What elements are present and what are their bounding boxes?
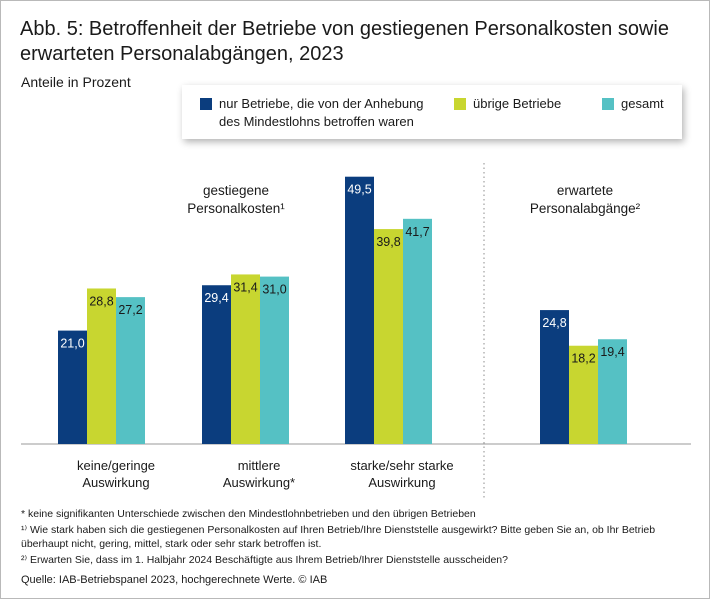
footnote-2: ²⁾ Erwarten Sie, dass im 1. Halbjahr 202… — [21, 554, 508, 566]
bar-s0-c1 — [202, 285, 231, 444]
category-label-0: keine/geringe Auswirkung — [77, 458, 155, 490]
bar-s2-c0 — [116, 297, 145, 444]
category-label-2: starke/sehr starke Auswirkung — [350, 458, 453, 490]
category-label-1: mittlere Auswirkung* — [223, 458, 295, 490]
bar-s2-c1 — [260, 276, 289, 444]
bar-value-label-s2-c0: 27,2 — [118, 303, 142, 317]
legend-label-gesamt: gesamt — [621, 96, 664, 111]
bar-value-label-s2-c2: 41,7 — [405, 225, 429, 239]
bar-s0-c3 — [540, 310, 569, 444]
footnotes: * keine signifikanten Unterschiede zwisc… — [21, 507, 701, 569]
bar-value-label-s1-c0: 28,8 — [89, 294, 113, 308]
bar-value-label-s0-c2: 49,5 — [347, 183, 371, 197]
bar-s1-c2 — [374, 229, 403, 444]
chart-legend: nur Betriebe, die von der Anhebung des M… — [182, 85, 682, 139]
chart-subtitle: Anteile in Prozent — [21, 74, 131, 90]
bar-s0-c2 — [345, 176, 374, 444]
group-label-0: gestiegene Personalkosten¹ — [187, 183, 285, 216]
chart-title: Abb. 5: Betroffenheit der Betriebe von g… — [20, 18, 669, 65]
legend-swatch-uebrige — [454, 98, 466, 110]
footnote-1: ¹⁾ Wie stark haben sich die gestiegenen … — [21, 524, 656, 550]
legend-label-mindestlohn: nur Betriebe, die von der Anhebung des M… — [219, 96, 424, 129]
bar-s2-c2 — [403, 218, 432, 444]
bar-s2-c3 — [598, 339, 627, 444]
bar-s1-c3 — [569, 345, 598, 444]
bar-s1-c0 — [87, 288, 116, 444]
source-note: Quelle: IAB-Betriebspanel 2023, hochgere… — [21, 574, 328, 586]
bar-value-label-s0-c0: 21,0 — [60, 337, 84, 351]
legend-swatch-mindestlohn — [200, 98, 212, 110]
group-label-1: erwartete Personalabgänge² — [530, 183, 641, 216]
legend-swatch-gesamt — [602, 98, 614, 110]
bar-s0-c0 — [58, 330, 87, 444]
bar-chart: 21,0 29,4 49,5 24,8 28,8 31,4 39,8 18,2 27,2 31,0… — [21, 163, 691, 499]
legend-label-uebrige: übrige Betriebe — [473, 96, 562, 111]
bar-value-label-s0-c3: 24,8 — [542, 316, 566, 330]
bar-value-label-s1-c3: 18,2 — [571, 352, 595, 366]
footnote-asterisk: * keine signifikanten Unterschiede zwisc… — [21, 508, 476, 520]
bar-value-label-s0-c1: 29,4 — [204, 291, 228, 305]
bar-value-label-s2-c3: 19,4 — [600, 345, 624, 359]
bar-value-label-s1-c1: 31,4 — [233, 280, 257, 294]
bar-s1-c1 — [231, 274, 260, 444]
bar-value-label-s2-c1: 31,0 — [262, 283, 286, 297]
bar-value-label-s1-c2: 39,8 — [376, 235, 400, 249]
